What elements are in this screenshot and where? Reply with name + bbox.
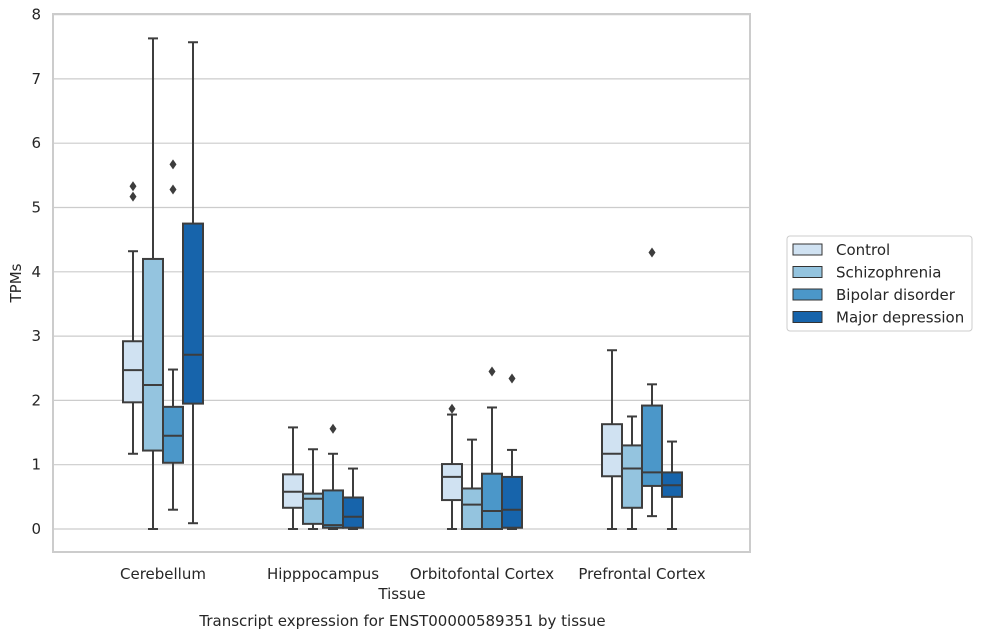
x-axis-label: Tissue [377,585,425,603]
y-tick-label: 4 [31,263,41,281]
x-tick-label: Hipppocampus [267,565,379,583]
y-tick-labels: 0 1 2 3 4 5 6 7 8 [31,6,41,538]
legend: Control Schizophrenia Bipolar disorder Majo… [786,235,973,332]
plot-frame [52,13,751,553]
y-tick-label: 3 [31,327,41,345]
legend-items: Control Schizophrenia Bipolar disorder Majo… [792,241,964,327]
outlier-point [488,366,496,377]
box-body [322,489,344,529]
legend-swatch [792,311,823,323]
legend-swatch [792,288,823,301]
box-body [122,340,144,404]
box-major-depression [342,467,364,530]
outlier-point [329,423,337,434]
box-body [621,444,643,509]
box-body [481,472,503,530]
legend-swatch [792,243,823,256]
box-control [282,426,304,530]
box-major-depression [501,373,523,530]
y-axis-label: TPMs [7,263,25,303]
outlier-point [508,373,516,384]
box-control [122,181,144,455]
box-body [342,496,364,529]
legend-label: Major depression [836,309,964,327]
box-body [441,463,463,502]
box-control [601,349,623,530]
y-tick-label: 5 [31,199,41,217]
outlier-point [169,184,177,195]
outlier-point [129,181,137,192]
outlier-point [448,403,456,414]
x-tick-label: Orbitofontal Cortex [410,565,554,583]
legend-frame [786,235,973,332]
x-tick-labels: Cerebellum Hipppocampus Orbitofontal Corte… [120,565,706,583]
box-body [461,487,483,530]
y-tick-label: 7 [31,70,41,88]
x-tick-label: Prefrontal Cortex [578,565,705,583]
legend-label: Control [836,241,890,259]
box-groups [122,37,683,530]
y-tick-label: 1 [31,456,41,474]
box-body [142,257,164,452]
box-body [641,404,663,487]
y-tick-label: 2 [31,391,41,409]
outlier-point [129,191,137,202]
box-schizophrenia [142,37,164,530]
legend-swatch [792,266,823,278]
box-body [501,475,523,529]
x-tick-label: Cerebellum [120,565,206,583]
box-bipolar-disorder [162,159,184,511]
legend-label: Bipolar disorder [836,286,956,304]
legend-label: Schizophrenia [836,264,941,282]
box-schizophrenia [461,438,483,530]
figure-caption: Transcript expression for ENST0000058935… [199,612,606,630]
y-tick-label: 6 [31,134,41,152]
box-bipolar-disorder [322,423,344,530]
box-schizophrenia [621,415,643,530]
outlier-point [648,247,656,258]
box-schizophrenia [302,448,324,530]
box-major-depression [661,440,683,530]
outlier-point [169,159,177,170]
box-bipolar-disorder [641,247,663,518]
box-body [601,423,623,478]
box-bipolar-disorder [481,366,503,530]
box-major-depression [182,41,204,525]
box-body [182,222,204,405]
box-control [441,403,463,530]
y-tick-label: 8 [31,6,41,24]
y-tick-label: 0 [31,520,41,538]
